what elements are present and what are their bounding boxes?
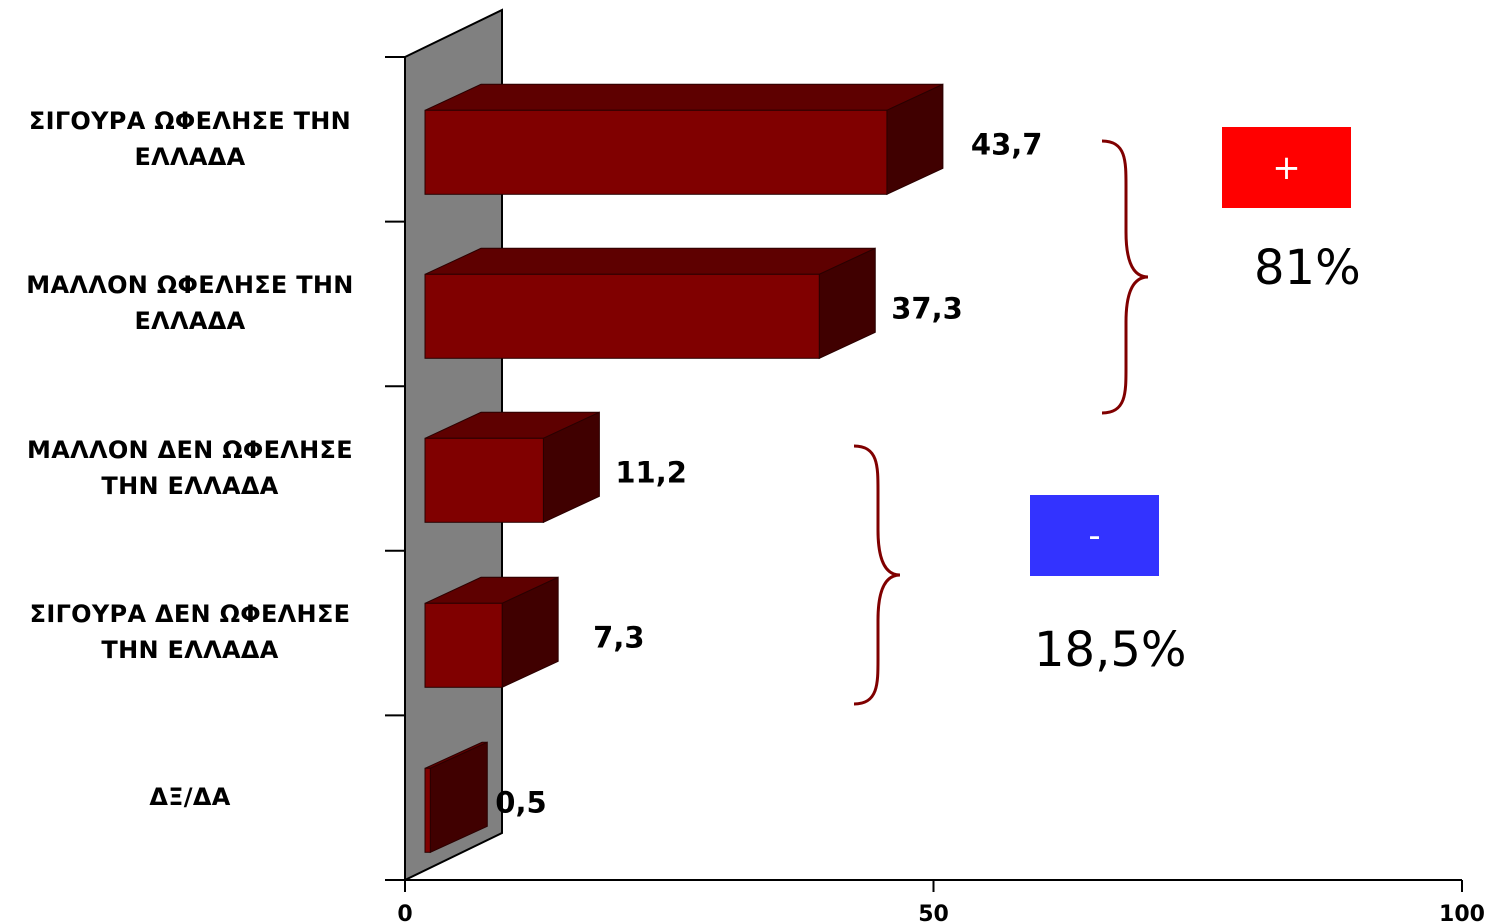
category-label-line: ΜΑΛΛΟΝ ΩΦΕΛΗΣΕ ΤΗΝ [26,271,354,299]
value-axis-tick-label: 0 [397,902,412,923]
bar-value-label: 7,3 [593,620,644,654]
positive-badge: + [1222,127,1351,208]
category-label-1: ΜΑΛΛΟΝ ΩΦΕΛΗΣΕ ΤΗΝ ΕΛΛΑΔΑ [0,267,380,339]
negative-sign: - [1088,515,1101,556]
negative-total: 18,5% [1034,622,1187,678]
bar-top-face [424,247,876,275]
positive-group-brace [1101,139,1149,415]
category-label-2: ΜΑΛΛΟΝ ΔΕΝ ΩΦΕΛΗΣΕ ΤΗΝ ΕΛΛΑΔΑ [0,432,380,504]
bar [424,273,820,359]
negative-group-brace [853,444,901,706]
negative-badge: - [1030,495,1159,576]
bar-value-label: 37,3 [891,291,963,325]
category-label-line: ΔΞ/ΔΑ [149,783,231,811]
bar [424,767,431,853]
bar-value-label: 43,7 [971,127,1043,161]
category-label-line: ΕΛΛΑΔΑ [134,307,246,335]
category-label-4: ΔΞ/ΔΑ [0,779,380,815]
bar-top-face [424,83,944,111]
bar [424,602,503,688]
category-label-line: ΣΙΓΟΥΡΑ ΔΕΝ ΩΦΕΛΗΣΕ [29,600,351,628]
category-label-line: ΤΗΝ ΕΛΛΑΔΑ [101,472,279,500]
value-axis-tick-label: 50 [918,902,949,923]
bar [424,437,544,523]
category-label-line: ΜΑΛΛΟΝ ΔΕΝ ΩΦΕΛΗΣΕ [27,436,353,464]
bar-value-label: 11,2 [615,455,687,489]
value-axis-tick-label: 100 [1439,902,1485,923]
bar [424,109,888,195]
category-label-line: ΤΗΝ ΕΛΛΑΔΑ [101,636,279,664]
category-label-3: ΣΙΓΟΥΡΑ ΔΕΝ ΩΦΕΛΗΣΕ ΤΗΝ ΕΛΛΑΔΑ [0,596,380,668]
category-label-line: ΣΙΓΟΥΡΑ ΩΦΕΛΗΣΕ ΤΗΝ [28,107,352,135]
positive-total: 81% [1254,240,1361,296]
category-label-line: ΕΛΛΑΔΑ [134,143,246,171]
category-label-0: ΣΙΓΟΥΡΑ ΩΦΕΛΗΣΕ ΤΗΝ ΕΛΛΑΔΑ [0,103,380,175]
bar-value-label: 0,5 [495,785,546,819]
positive-sign: + [1272,147,1301,188]
